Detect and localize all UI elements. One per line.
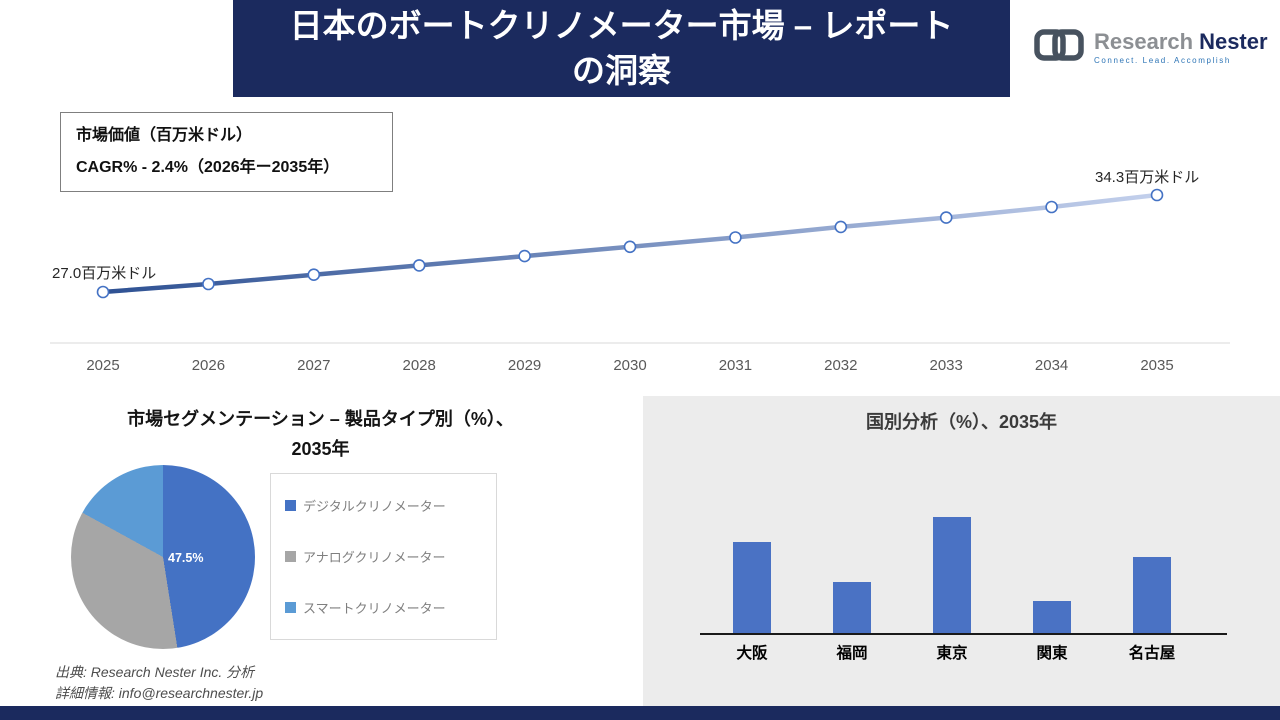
bar-category-label: 東京 — [936, 645, 968, 662]
pie-legend-swatch — [285, 551, 296, 562]
pie-legend-item: スマートクリノメーター — [285, 598, 496, 617]
bar-category-label: 大阪 — [736, 645, 768, 662]
logo-word-nester: Nester — [1199, 28, 1268, 54]
source-block: 出典: Research Nester Inc. 分析 詳細情報: info@r… — [55, 662, 263, 704]
line-marker — [412, 259, 426, 272]
line-chart — [50, 188, 1230, 344]
x-axis-label: 2029 — [507, 357, 542, 374]
line-marker — [939, 211, 953, 224]
bar-chart-panel: 国別分析（%）、2035年 大阪 福岡 東京 関東 名古屋 — [643, 396, 1280, 706]
pie-chart-title: 市場セグメンテーション – 製品タイプ別（%）、 2035年 — [0, 404, 641, 464]
x-axis-label: 2035 — [1140, 357, 1174, 374]
line-series — [96, 188, 1164, 299]
logo-word-research: Research — [1094, 28, 1194, 54]
pie-legend-swatch — [285, 602, 296, 613]
pie-legend-label: デジタルクリノメーター — [303, 499, 446, 514]
bar-axis-line — [700, 633, 1227, 635]
logo-name: Research Nester — [1094, 28, 1268, 54]
x-axis-label: 2027 — [297, 357, 331, 374]
pie-slice-value-label: 47.5% — [168, 551, 204, 565]
bar — [733, 542, 771, 635]
line-marker — [729, 231, 742, 244]
x-axis-label: 2032 — [824, 357, 858, 374]
logo-text: Research Nester Connect. Lead. Accomplish — [1094, 28, 1268, 66]
pie-legend-item: デジタルクリノメーター — [285, 496, 496, 515]
bar-category-label: 関東 — [1036, 645, 1068, 662]
line-marker — [834, 220, 848, 234]
bar — [1133, 557, 1171, 635]
bar — [833, 582, 871, 635]
x-axis-label: 2026 — [191, 357, 226, 374]
x-axis-label: 2034 — [1034, 357, 1069, 374]
pie-chart-title-line1: 市場セグメンテーション – 製品タイプ別（%）、 — [127, 409, 514, 429]
report-title-line2: の洞察 — [572, 51, 671, 89]
pie-legend: デジタルクリノメーター アナログクリノメーター スマートクリノメーター — [270, 473, 497, 640]
line-marker — [1045, 200, 1058, 214]
bar-category-label: 名古屋 — [1128, 645, 1176, 662]
report-title-line1: 日本のボートクリノメーター市場 – レポート — [289, 6, 954, 44]
x-axis-label: 2028 — [402, 357, 436, 374]
line-chart-cagr-note: CAGR% - 2.4%（2026年ー2035年） — [76, 159, 340, 176]
line-end-value-label: 34.3百万米ドル — [1095, 169, 1200, 186]
line-marker — [518, 249, 531, 263]
line-start-value-label: 27.0百万米ドル — [52, 265, 157, 282]
x-axis-label: 2025 — [86, 357, 120, 374]
pie-legend-label: スマートクリノメーター — [303, 601, 446, 616]
research-nester-logo: Research Nester Connect. Lead. Accomplish — [1033, 24, 1268, 71]
pie-chart: 47.5% — [71, 465, 255, 649]
bar — [933, 517, 971, 635]
x-axis-labels: 2025 2026 2027 2028 2029 2030 2031 2032 2033 2034… — [0, 357, 1280, 377]
x-axis-label: 2033 — [929, 357, 963, 374]
report-title-banner: 日本のボートクリノメーター市場 – レポート の洞察 — [233, 0, 1010, 97]
line-marker — [202, 277, 215, 291]
line-marker — [96, 285, 110, 299]
line-chart-legend-box: 市場価値（百万米ドル） CAGR% - 2.4%（2026年ー2035年） — [60, 112, 393, 192]
bar-chart-title: 国別分析（%）、2035年 — [865, 412, 1058, 432]
contact-note: 詳細情報: info@researchnester.jp — [55, 685, 264, 701]
pie-legend-item: アナログクリノメーター — [285, 547, 496, 566]
pie-chart-panel: 市場セグメンテーション – 製品タイプ別（%）、 2035年 47.5% デジタ… — [0, 396, 641, 706]
line-chart-series-label: 市場価値（百万米ドル） — [76, 127, 253, 144]
line-marker — [307, 268, 321, 281]
chain-link-logo-icon — [1033, 24, 1085, 71]
source-note: 出典: Research Nester Inc. 分析 — [55, 664, 255, 680]
x-axis-label: 2031 — [718, 357, 753, 374]
line-marker — [1150, 188, 1164, 202]
line-marker — [623, 240, 637, 254]
pie-legend-label: アナログクリノメーター — [303, 550, 446, 565]
bar-chart — [643, 396, 1280, 635]
pie-legend-swatch — [285, 500, 296, 511]
bar — [1033, 601, 1071, 635]
bar-category-label: 福岡 — [836, 645, 868, 662]
pie-chart-title-line2: 2035年 — [291, 439, 350, 459]
logo-tagline: Connect. Lead. Accomplish — [1094, 55, 1231, 65]
x-axis-label: 2030 — [613, 357, 647, 374]
footer-bar — [0, 706, 1280, 720]
bar-category-labels: 大阪 福岡 東京 関東 名古屋 — [643, 641, 1280, 663]
